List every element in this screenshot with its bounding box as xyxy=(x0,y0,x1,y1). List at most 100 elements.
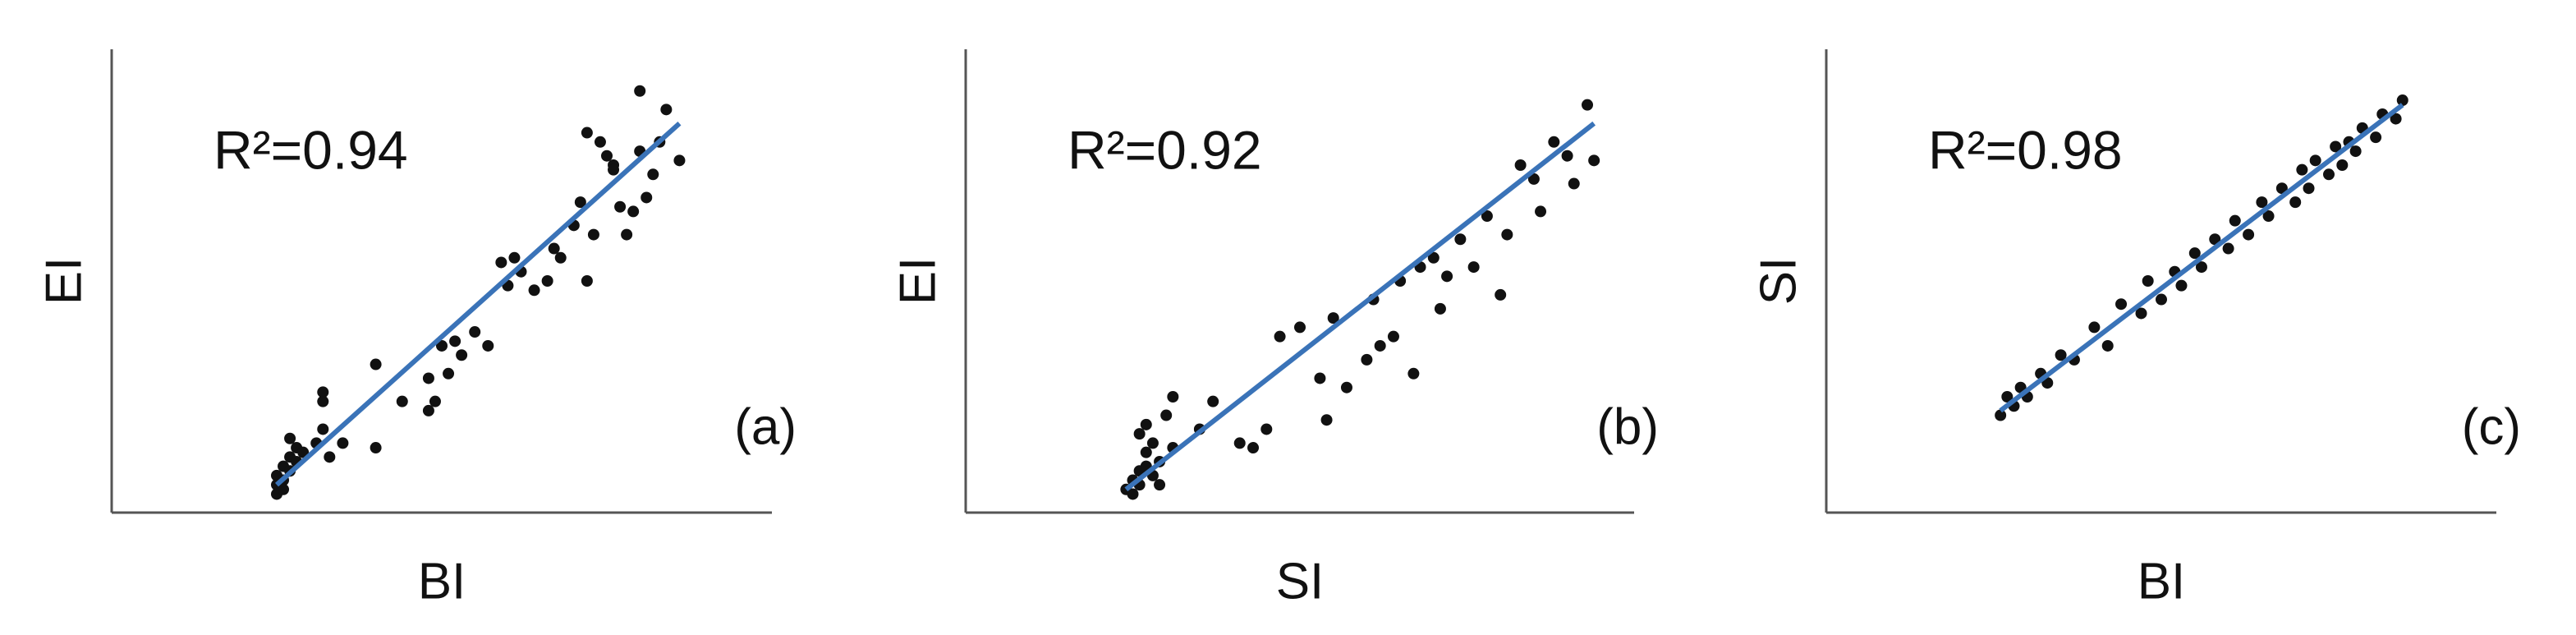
point xyxy=(548,242,560,255)
point xyxy=(429,395,441,407)
point xyxy=(1314,372,1326,384)
annotation: R²=0.98 xyxy=(1928,119,2123,180)
point xyxy=(2195,261,2207,274)
point xyxy=(284,432,296,444)
point xyxy=(2209,233,2221,246)
point xyxy=(317,386,329,398)
point xyxy=(1160,409,1173,421)
annotation: R²=0.92 xyxy=(1068,119,1262,180)
panel: SI EI R²=0.92 (b) xyxy=(889,49,1659,610)
point xyxy=(2088,321,2101,334)
point xyxy=(1207,395,1219,407)
point xyxy=(2156,293,2167,306)
point xyxy=(2289,196,2302,209)
point xyxy=(2396,94,2408,107)
point xyxy=(317,423,329,435)
point xyxy=(1481,210,1493,223)
point xyxy=(1361,353,1373,366)
point xyxy=(528,284,540,297)
y-axis-label: EI xyxy=(889,257,946,306)
point xyxy=(2256,196,2268,209)
point xyxy=(1154,479,1166,491)
panel-label: (b) xyxy=(1596,398,1659,455)
point xyxy=(601,150,613,162)
point xyxy=(337,437,349,449)
point xyxy=(396,395,408,407)
point xyxy=(2309,154,2321,167)
point xyxy=(1434,302,1446,315)
point xyxy=(1260,423,1273,435)
point xyxy=(2303,182,2315,195)
y-axis-label: SI xyxy=(1750,257,1807,306)
point xyxy=(422,372,434,384)
point xyxy=(621,228,633,241)
point xyxy=(1495,288,1507,301)
point xyxy=(627,205,640,218)
x-axis-label: BI xyxy=(2137,553,2186,610)
point xyxy=(449,335,461,347)
point xyxy=(1995,409,2007,421)
point xyxy=(574,196,586,209)
point xyxy=(587,228,599,241)
point xyxy=(2370,131,2382,144)
point xyxy=(2336,159,2349,171)
point xyxy=(1501,228,1513,241)
point xyxy=(2142,275,2154,287)
point xyxy=(1561,150,1573,162)
point xyxy=(1133,428,1146,440)
point xyxy=(1127,488,1139,500)
point xyxy=(1548,136,1560,148)
point xyxy=(436,339,448,352)
point xyxy=(1568,177,1580,190)
trend-line xyxy=(274,122,682,487)
point xyxy=(2115,298,2128,311)
point xyxy=(1441,270,1453,283)
point xyxy=(2262,210,2275,223)
point xyxy=(2275,182,2288,195)
point xyxy=(1588,154,1600,167)
point xyxy=(2135,307,2147,320)
point xyxy=(2001,391,2014,403)
point xyxy=(541,275,553,287)
point xyxy=(1374,339,1386,352)
point xyxy=(1140,446,1152,458)
point xyxy=(581,275,593,287)
point xyxy=(554,251,567,264)
point xyxy=(508,251,521,264)
trend-line xyxy=(1999,103,2404,413)
point xyxy=(608,163,620,176)
point xyxy=(370,442,382,454)
x-axis-label: BI xyxy=(418,553,466,610)
point xyxy=(2055,349,2067,361)
point xyxy=(2101,339,2114,352)
point xyxy=(2188,247,2201,260)
point xyxy=(594,136,606,148)
point xyxy=(469,326,481,338)
annotation: R²=0.94 xyxy=(214,119,408,180)
point xyxy=(1233,437,1246,449)
point xyxy=(324,451,336,463)
point xyxy=(1467,261,1480,274)
point xyxy=(2243,228,2255,241)
point xyxy=(370,358,382,370)
point xyxy=(1247,442,1260,454)
x-axis-label: SI xyxy=(1276,553,1325,610)
panel: BI EI R²=0.94 (a) xyxy=(35,49,797,610)
point xyxy=(1140,418,1152,430)
point xyxy=(1427,251,1440,264)
trend-line xyxy=(1124,121,1596,492)
point xyxy=(2323,168,2335,181)
point xyxy=(614,200,627,213)
point xyxy=(482,339,494,352)
point xyxy=(2390,113,2402,125)
point xyxy=(1527,173,1540,185)
point xyxy=(2229,214,2241,227)
point xyxy=(2349,145,2362,158)
point xyxy=(2175,279,2188,292)
point xyxy=(2330,140,2342,153)
point xyxy=(1327,312,1339,324)
point xyxy=(1274,330,1286,343)
panel-label: (c) xyxy=(2462,398,2521,455)
